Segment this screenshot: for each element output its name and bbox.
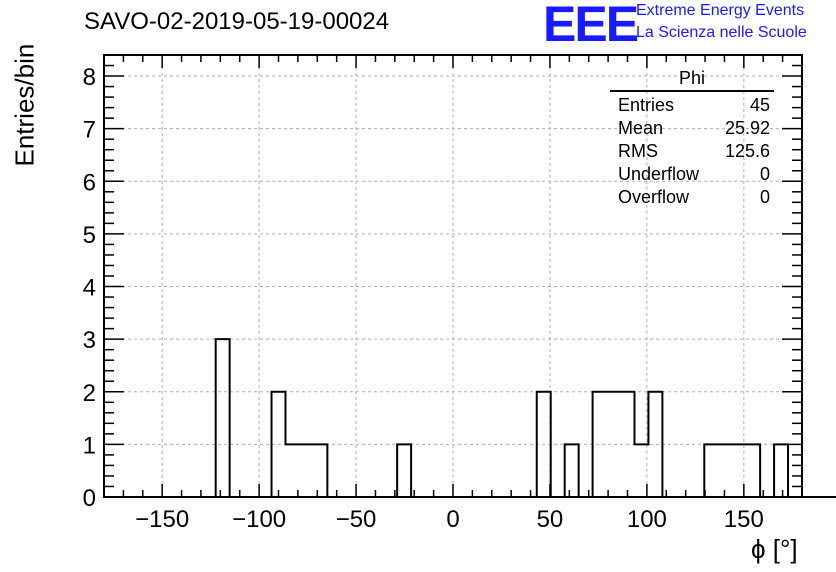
y-tick-label: 1 <box>83 432 96 459</box>
histogram-bar <box>648 392 662 497</box>
histogram-bar <box>746 444 760 497</box>
y-tick-label: 6 <box>83 169 96 196</box>
eee-logo: EEE <box>543 0 639 52</box>
stats-label: Underflow <box>618 164 700 184</box>
histogram-bars <box>216 339 836 497</box>
x-axis-label: ϕ [°] <box>751 534 798 564</box>
histogram-bar <box>272 392 286 497</box>
histogram-bar <box>397 444 411 497</box>
histogram-bar <box>607 392 621 497</box>
stats-label: Overflow <box>618 187 690 207</box>
x-tick-label: 100 <box>627 506 667 533</box>
logo-line-2: La Scienza nelle Scuole <box>636 24 807 41</box>
axis-tick-labels: −150 −100 −50 0 50 100 150 0 1 2 3 4 5 6 7 8 <box>83 64 764 533</box>
histogram-bar <box>313 444 327 497</box>
histogram-bar <box>593 392 607 497</box>
histogram-bar <box>774 444 788 497</box>
stats-label: Entries <box>618 95 675 115</box>
histogram-bar <box>299 444 313 497</box>
x-tick-label: −150 <box>135 506 189 533</box>
x-tick-label: 50 <box>537 506 564 533</box>
y-tick-label: 3 <box>83 327 96 354</box>
stats-row-rms: RMS 125.6 <box>610 140 774 163</box>
x-tick-label: 0 <box>446 506 459 533</box>
y-tick-label: 4 <box>83 275 96 302</box>
x-tick-label: −100 <box>232 506 286 533</box>
logo-line-1: Extreme Energy Events <box>636 2 805 19</box>
chart-title: SAVO-02-2019-05-19-00024 <box>84 8 390 35</box>
y-axis-label: Entries/bin <box>9 43 40 167</box>
stats-row-mean: Mean 25.92 <box>610 117 774 140</box>
stats-title: Phi <box>610 68 774 92</box>
histogram-bar <box>718 444 732 497</box>
y-tick-label: 0 <box>83 485 96 512</box>
stats-value: 125.6 <box>724 141 770 161</box>
y-tick-label: 7 <box>83 117 96 144</box>
stats-row-overflow: Overflow 0 <box>610 186 774 209</box>
histogram-bar <box>621 392 635 497</box>
histogram-bar <box>704 444 718 497</box>
stats-value: 45 <box>749 95 770 115</box>
y-tick-label: 5 <box>83 222 96 249</box>
stats-label: RMS <box>618 141 658 161</box>
histogram-bar <box>285 444 299 497</box>
stats-value: 0 <box>759 164 770 184</box>
y-tick-label: 2 <box>83 380 96 407</box>
x-tick-label: 150 <box>724 506 764 533</box>
y-tick-label: 8 <box>83 64 96 91</box>
axis-ticks <box>104 55 802 497</box>
stats-label: Mean <box>618 118 664 138</box>
histogram-bar <box>537 392 551 497</box>
stats-value: 25.92 <box>724 118 770 138</box>
stats-box: Phi Entries 45 Mean 25.92 RMS 125.6 Unde… <box>610 68 774 209</box>
x-tick-label: −50 <box>336 506 377 533</box>
stats-value: 0 <box>759 187 770 207</box>
stats-row-underflow: Underflow 0 <box>610 163 774 186</box>
stats-row-entries: Entries 45 <box>610 94 774 117</box>
histogram-bar <box>216 339 230 497</box>
histogram-bar <box>565 444 579 497</box>
